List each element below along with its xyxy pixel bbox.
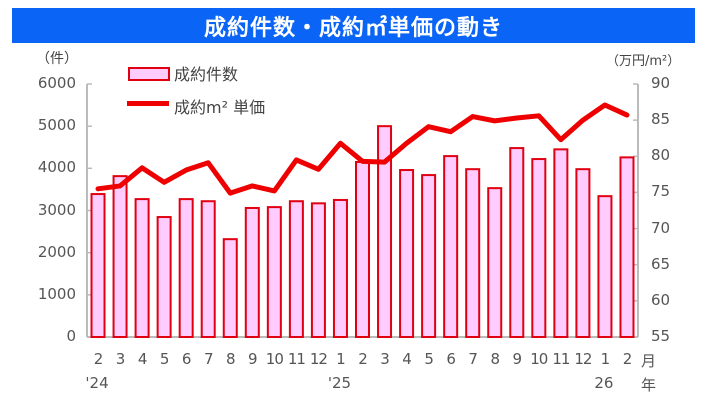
bar: [266, 206, 282, 338]
x-month-suffix: 月: [641, 352, 657, 370]
bar: [553, 148, 569, 338]
right-tick-label: 70: [651, 218, 671, 237]
bar: [465, 168, 481, 338]
left-tick-label: 2000: [37, 242, 76, 261]
legend-line-label: 成約m² 単価: [174, 98, 266, 117]
bar: [531, 158, 547, 338]
left-tick-label: 5000: [37, 116, 76, 135]
bar: [487, 187, 503, 338]
x-month-label: 9: [248, 350, 258, 368]
x-month-label: 10: [265, 350, 284, 368]
right-axis-unit: （万円/m²）: [606, 54, 681, 69]
bar: [178, 198, 194, 338]
right-tick-label: 80: [651, 146, 671, 165]
left-axis-unit: （件）: [36, 51, 78, 67]
x-month-label: 3: [380, 350, 390, 368]
x-month-label: 7: [468, 350, 478, 368]
x-year-suffix: 年: [641, 376, 657, 394]
bar: [156, 216, 172, 338]
bar: [90, 193, 106, 338]
x-year-label: '25: [327, 374, 352, 392]
left-tick-label: 6000: [37, 74, 76, 92]
x-month-label: 5: [159, 350, 170, 368]
x-month-label: 1: [336, 350, 346, 368]
x-month-label: 8: [225, 350, 236, 368]
x-month-label: 12: [574, 350, 592, 368]
legend-bar-swatch: [128, 67, 170, 81]
bar: [288, 200, 304, 338]
right-tick-label: 60: [651, 290, 671, 309]
price-line: [95, 102, 630, 196]
bar: [355, 161, 370, 338]
right-tick-label: 90: [651, 74, 671, 92]
bar: [575, 168, 591, 338]
title-banner: 成約件数・成約㎡単価の動き: [12, 8, 695, 43]
x-month-label: 1: [600, 350, 611, 368]
x-month-label: 7: [203, 350, 214, 368]
bar: [443, 155, 459, 338]
bar: [377, 125, 393, 338]
x-month-label: 2: [622, 350, 633, 368]
x-year-label: 26: [594, 374, 614, 392]
bar: [619, 156, 635, 338]
bar: [134, 198, 150, 338]
left-tick-label: 0: [66, 327, 76, 345]
bar: [332, 198, 348, 338]
x-month-label: 8: [490, 350, 500, 368]
x-month-label: 5: [424, 350, 434, 368]
bar: [310, 202, 326, 338]
x-month-label: 11: [552, 350, 570, 368]
bar: [509, 147, 525, 338]
x-month-label: 4: [137, 350, 148, 368]
bar: [244, 206, 260, 338]
x-month-label: 10: [530, 350, 548, 368]
chart-title: 成約件数・成約㎡単価の動き: [203, 15, 503, 41]
x-month-label: 3: [115, 350, 126, 368]
bar: [421, 174, 437, 338]
right-tick-label: 55: [651, 327, 671, 345]
legend-line-swatch: [127, 101, 169, 106]
x-month-label: 9: [512, 350, 522, 368]
bar: [200, 200, 216, 338]
x-month-label: 2: [93, 350, 104, 368]
x-month-label: 6: [181, 350, 192, 368]
x-month-label: 2: [358, 350, 368, 368]
bar: [222, 238, 238, 339]
x-month-label: 11: [287, 350, 306, 368]
x-year-label: '24: [85, 374, 109, 392]
x-month-label: 4: [402, 350, 412, 368]
right-tick-label: 65: [651, 254, 671, 273]
right-tick-label: 75: [651, 182, 671, 201]
x-month-label: 6: [446, 350, 456, 368]
bar: [597, 195, 613, 338]
right-tick-label: 85: [651, 110, 671, 129]
left-tick-label: 3000: [37, 200, 76, 219]
bar: [112, 175, 128, 338]
left-tick-label: 4000: [37, 158, 76, 177]
legend-bar-label: 成約件数: [174, 65, 239, 84]
x-month-label: 12: [309, 350, 328, 368]
bar: [399, 169, 415, 338]
left-tick-label: 1000: [37, 284, 76, 303]
